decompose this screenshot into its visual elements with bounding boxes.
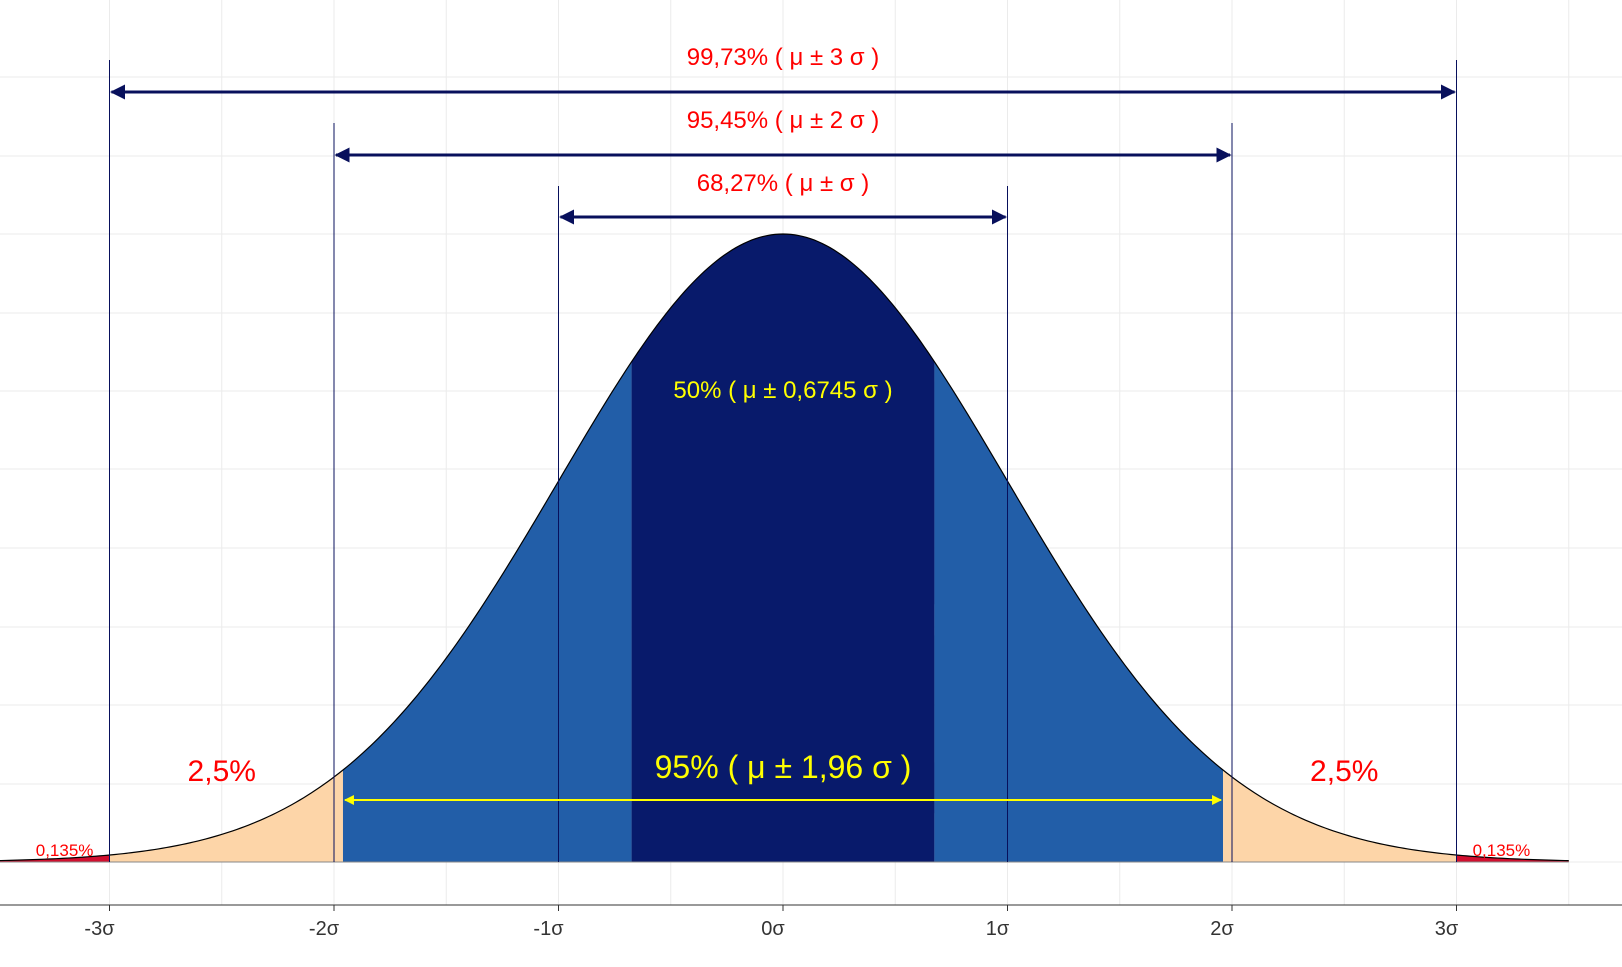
left-tail-0135-label: 0,135%	[36, 841, 94, 860]
interval-arrows	[110, 84, 1456, 225]
density-region-2	[342, 361, 632, 862]
right-tail-0135-label: 0,135%	[1473, 841, 1531, 860]
sigma-guide-lines	[109, 60, 1457, 862]
x-tick-label: -1σ	[533, 918, 564, 940]
density-region-3	[631, 234, 935, 862]
left-tail-25-label: 2,5%	[188, 755, 256, 788]
density-regions	[0, 234, 1569, 862]
x-tick-label: -2σ	[309, 918, 340, 940]
x-tick-label: 3σ	[1435, 918, 1459, 940]
x-tick-label: 1σ	[986, 918, 1010, 940]
density-region-5	[1223, 770, 1457, 862]
interval-label-2sigma: 95,45% ( μ ± 2 σ )	[687, 107, 880, 134]
interval-label-1sigma: 68,27% ( μ ± σ )	[697, 170, 870, 197]
density-region-4	[934, 361, 1224, 862]
x-tick-label: -3σ	[84, 918, 115, 940]
interval-label-3sigma: 99,73% ( μ ± 3 σ )	[687, 44, 880, 71]
x-tick-label: 0σ	[761, 918, 785, 940]
x-tick-label: 2σ	[1210, 918, 1234, 940]
center-50-label: 50% ( μ ± 0,6745 σ )	[673, 377, 892, 404]
density-curve	[0, 233, 1569, 862]
density-region-1	[109, 770, 343, 862]
x-axis-ticks: -3σ -2σ -1σ 0σ 1σ 2σ 3σ	[84, 905, 1459, 940]
right-tail-25-label: 2,5%	[1310, 755, 1378, 788]
ci95-label: 95% ( μ ± 1,96 σ )	[655, 749, 912, 785]
